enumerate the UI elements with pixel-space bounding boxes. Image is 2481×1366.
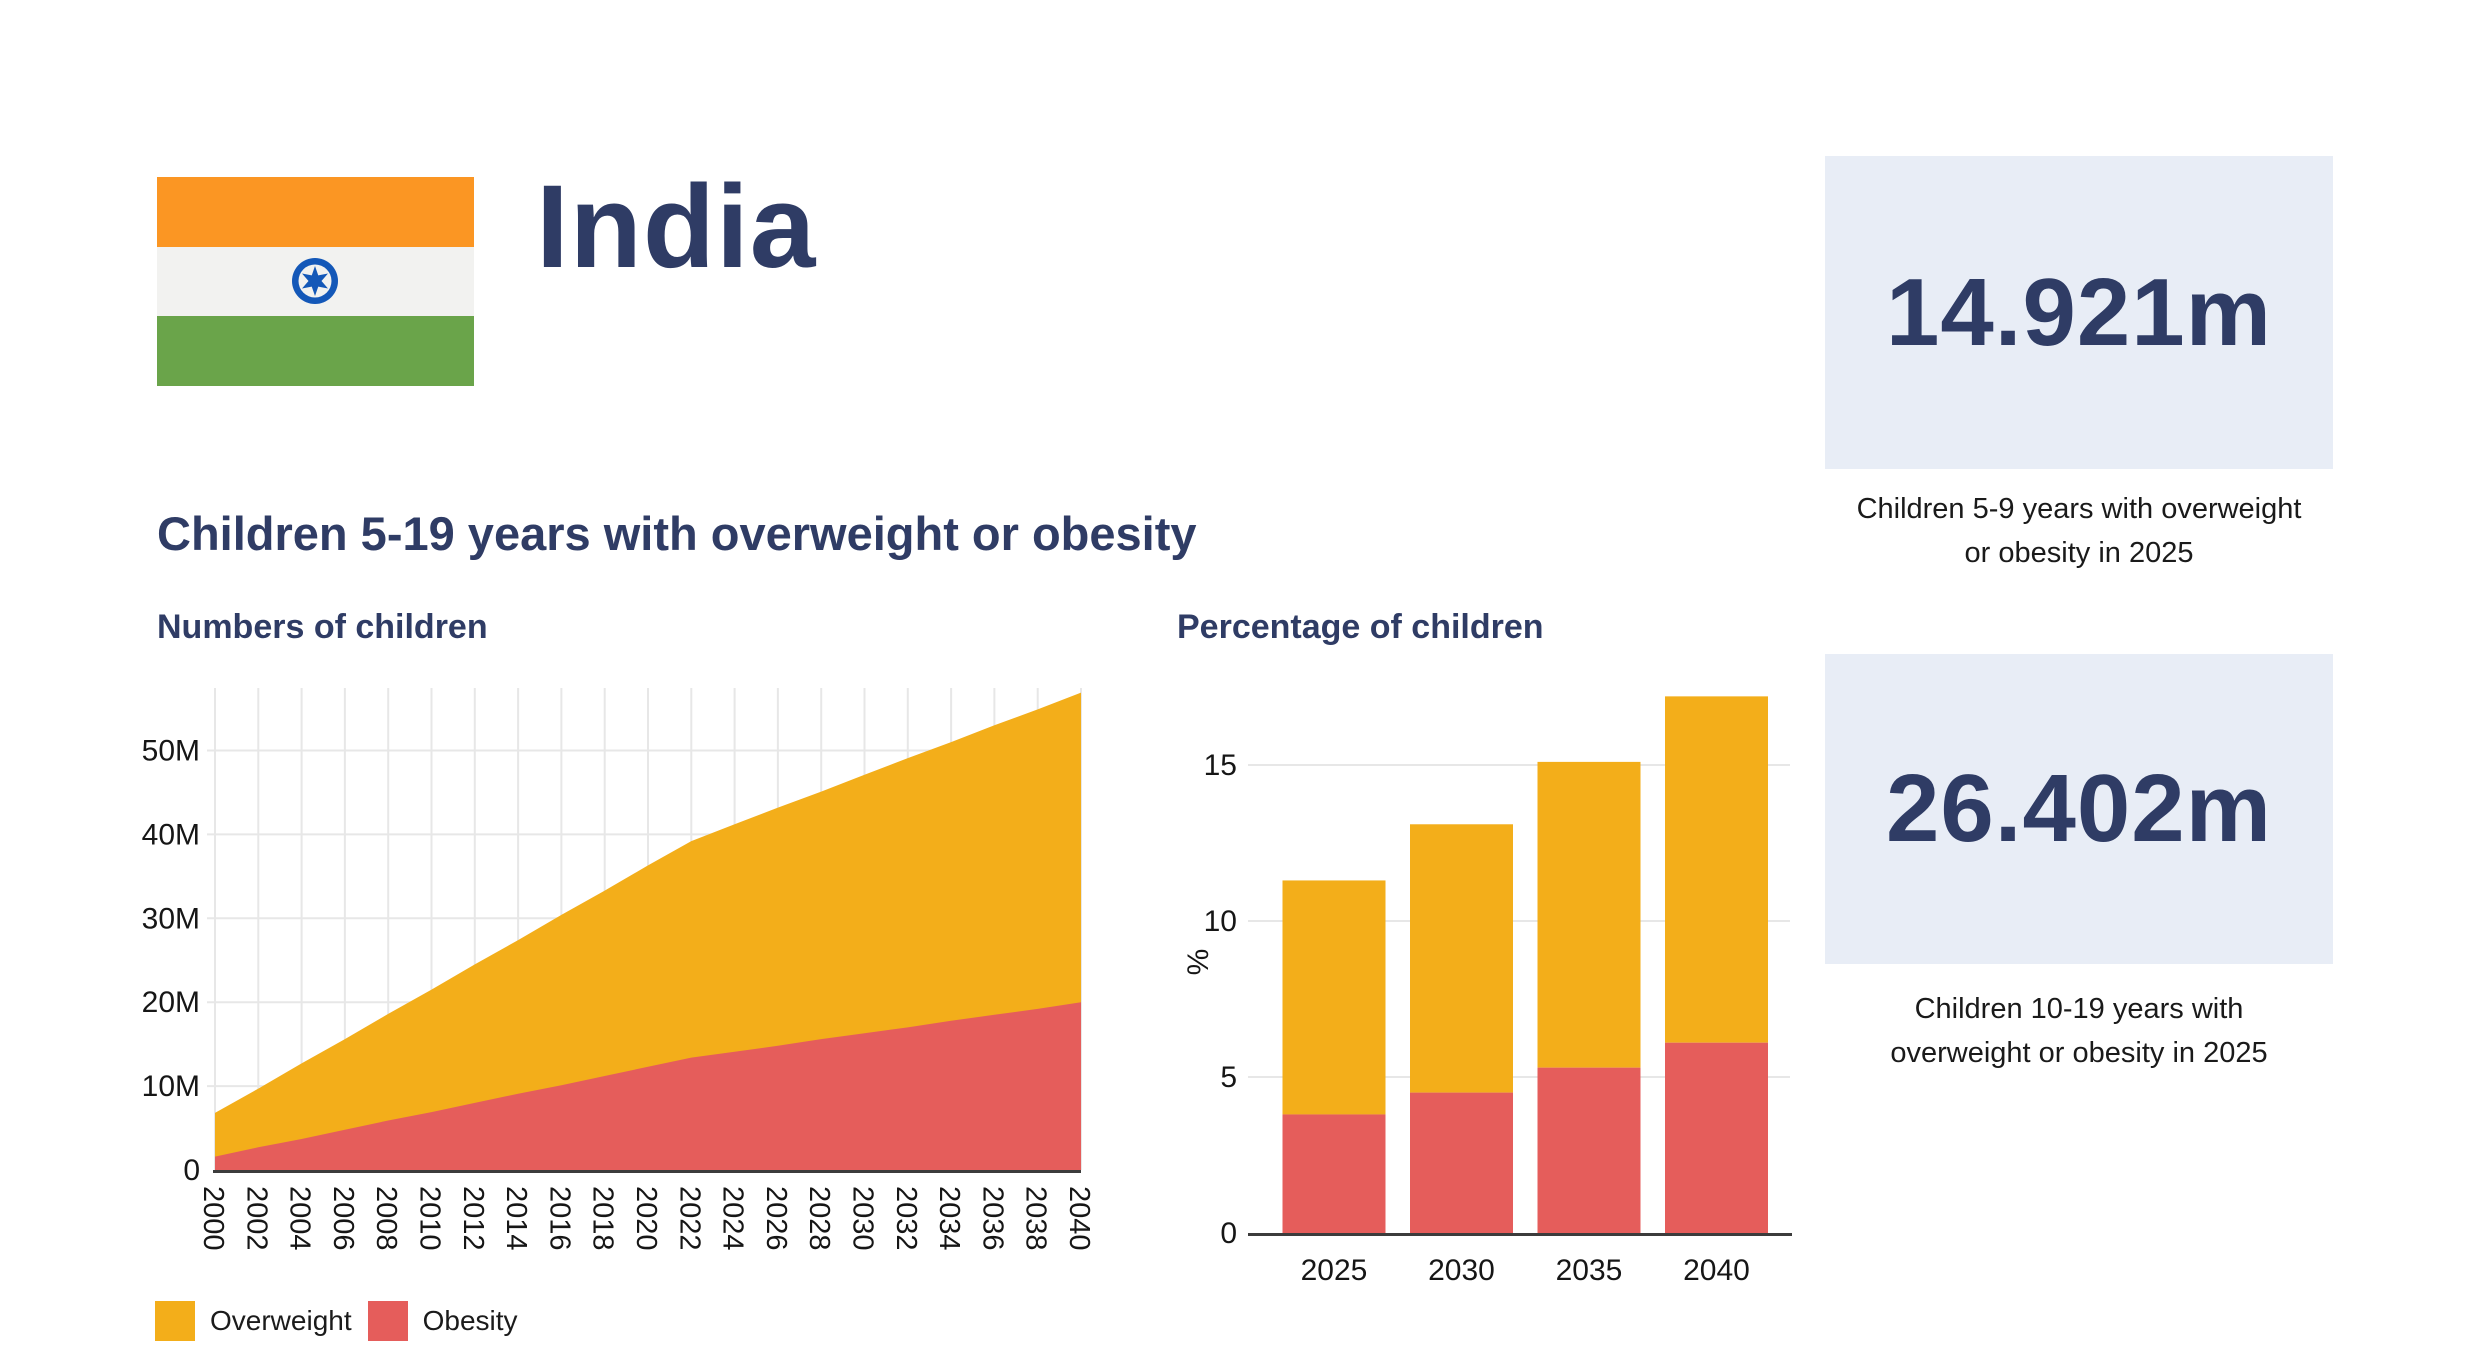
legend-item-obesity: Obesity (367, 1301, 518, 1341)
x-tick-label: 2032 (890, 1186, 922, 1251)
x-tick-label: 2024 (717, 1186, 749, 1251)
numbers-of-children-chart: 0 10M 20M 30M 40M 50M 2000 2002 2004 2006 2008 2010… (142, 688, 1095, 1251)
stat-value-5-9: 14.921m (1886, 258, 2272, 366)
legend-label-obesity: Obesity (422, 1305, 518, 1336)
stat-caption-5-9: Children 5-9 years with overweight or ob… (1825, 487, 2333, 575)
section-heading: Children 5-19 years with overweight or o… (157, 507, 1197, 560)
x-tick-label: 2034 (933, 1186, 965, 1251)
overweight-swatch-icon (155, 1301, 195, 1341)
stat-caption-line: Children 5-9 years with overweight (1856, 493, 2302, 525)
y-tick-label: 0 (183, 1154, 200, 1187)
x-tick-label: 2040 (1683, 1254, 1750, 1287)
ashoka-chakra-icon (292, 258, 338, 304)
obesity-swatch-icon (367, 1301, 408, 1341)
legend-item-overweight: Overweight (155, 1301, 352, 1341)
overweight-bar-segment (1537, 761, 1641, 1068)
area-chart-title: Numbers of children (157, 608, 488, 646)
y-tick-label: 50M (142, 735, 200, 768)
y-tick-label: 20M (142, 986, 200, 1019)
x-tick-label: 2018 (587, 1186, 619, 1251)
bar-chart-title: Percentage of children (1177, 608, 1544, 646)
stat-caption-line: Children 10-19 years with (1914, 993, 2244, 1025)
y-tick-label: 0 (1220, 1217, 1237, 1250)
legend-label-overweight: Overweight (210, 1305, 352, 1336)
stat-value-10-19: 26.402m (1886, 755, 2272, 862)
chart-legend: Overweight Obesity (155, 1301, 518, 1341)
overweight-bar-segment (1410, 824, 1513, 1093)
stat-caption-10-19: Children 10-19 years with overweight or … (1825, 987, 2333, 1075)
obesity-bar-segment (1410, 1092, 1513, 1233)
x-tick-label: 2035 (1556, 1254, 1623, 1287)
x-tick-label: 2030 (847, 1186, 879, 1251)
x-tick-label: 2036 (976, 1186, 1008, 1251)
stat-caption-line: overweight or obesity in 2025 (1890, 1037, 2268, 1069)
x-tick-label: 2006 (327, 1186, 359, 1251)
x-tick-label: 2002 (240, 1186, 272, 1251)
obesity-bar-segment (1665, 1042, 1768, 1233)
y-tick-label: 10 (1204, 905, 1237, 938)
y-axis-label: % (1182, 949, 1215, 976)
x-tick-label: 2025 (1301, 1254, 1368, 1287)
y-tick-label: 30M (142, 902, 200, 935)
y-tick-label: 40M (142, 818, 200, 851)
y-tick-label: 15 (1204, 749, 1237, 782)
india-flag (157, 177, 474, 386)
x-tick-label: 2028 (803, 1186, 835, 1251)
x-tick-label: 2004 (284, 1186, 316, 1251)
x-tick-label: 2014 (500, 1186, 532, 1251)
x-tick-label: 2000 (197, 1186, 229, 1251)
obesity-bar-segment (1282, 1114, 1386, 1233)
overweight-bar-segment (1665, 696, 1768, 1043)
flag-saffron-band (157, 177, 474, 247)
x-tick-label: 2030 (1428, 1254, 1495, 1287)
overweight-bar-segment (1282, 880, 1386, 1115)
stat-card-5-9-years: 14.921m (1825, 156, 2333, 469)
stat-card-10-19-years: 26.402m (1825, 654, 2333, 964)
obesity-area (215, 1002, 1081, 1170)
y-tick-label: 5 (1220, 1061, 1237, 1094)
page-title: India (536, 161, 817, 293)
x-tick-label: 2010 (414, 1186, 446, 1251)
x-tick-label: 2038 (1020, 1186, 1052, 1251)
x-tick-label: 2026 (760, 1186, 792, 1251)
x-tick-label: 2022 (673, 1186, 705, 1251)
y-tick-label: 10M (142, 1070, 200, 1103)
flag-green-band (157, 316, 474, 386)
x-tick-label: 2012 (457, 1186, 489, 1251)
x-tick-label: 2020 (630, 1186, 662, 1251)
x-tick-label: 2040 (1063, 1186, 1095, 1251)
stat-caption-line: or obesity in 2025 (1964, 537, 2194, 569)
x-tick-label: 2016 (543, 1186, 575, 1251)
x-tick-label: 2008 (370, 1186, 402, 1251)
obesity-bar-segment (1537, 1067, 1641, 1233)
percentage-of-children-chart: 0 5 10 15 2025 2030 2035 2040% (1182, 696, 1792, 1287)
